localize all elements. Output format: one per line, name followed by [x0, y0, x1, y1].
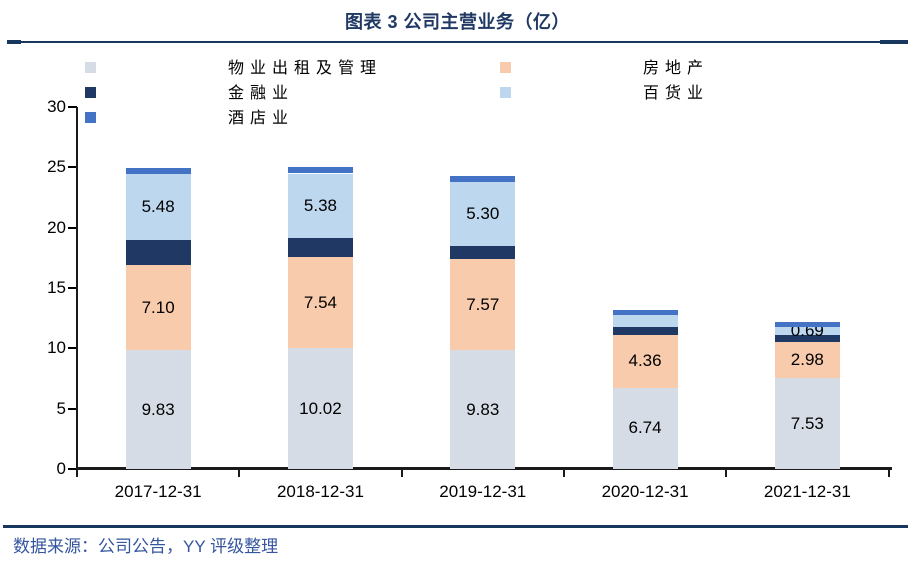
- y-tick: [68, 287, 77, 289]
- bar-value-label: 2.98: [790, 350, 824, 370]
- x-tick: [238, 470, 241, 477]
- bar-segment-金融业: [612, 326, 678, 336]
- x-axis-label: 2020-12-31: [601, 482, 689, 501]
- y-tick: [68, 407, 77, 410]
- y-tick-label: 0: [56, 459, 66, 478]
- bar-segment-金融业: [450, 245, 516, 260]
- bar-value-label: 7.54: [303, 292, 337, 312]
- legend-swatch-department-store: [500, 87, 511, 98]
- bar-segment-金融业: [125, 239, 191, 265]
- x-axis-label: 2021-12-31: [763, 482, 851, 501]
- y-tick-label: 20: [47, 217, 66, 237]
- bar-segment-房地产: [287, 257, 353, 349]
- bar-segment-房地产: [450, 259, 516, 351]
- y-tick-label: 25: [47, 157, 66, 177]
- bar-segment-百货业: [612, 315, 678, 327]
- bar-value-label: 7.10: [141, 297, 175, 317]
- legend-label-finance: 金融业: [228, 85, 295, 102]
- y-tick-label: 5: [56, 398, 66, 418]
- bar-segment-物业出租及管理: [287, 348, 353, 469]
- x-axis-label: 2018-12-31: [276, 482, 364, 501]
- source-rule: [3, 525, 908, 528]
- x-tick: [887, 470, 890, 477]
- legend-label-real-estate: 房地产: [643, 60, 710, 77]
- y-axis-line: [76, 107, 78, 470]
- bar-segment-百货业: [774, 326, 840, 335]
- bar-segment-酒店业: [125, 167, 191, 174]
- y-tick: [68, 166, 77, 169]
- x-tick: [76, 470, 78, 477]
- x-tick: [725, 470, 728, 477]
- bar-segment-百货业: [450, 181, 516, 246]
- bar-segment-酒店业: [450, 176, 516, 182]
- bar-segment-金融业: [774, 334, 840, 343]
- bar-segment-百货业: [125, 173, 191, 240]
- legend-swatch-real-estate: [500, 62, 511, 73]
- bar-value-label: 5.48: [141, 196, 175, 216]
- bar-segment-物业出租及管理: [612, 387, 678, 469]
- y-tick: [68, 347, 77, 350]
- page-title: 图表 3 公司主营业务（亿）: [344, 12, 570, 32]
- bar-value-label: 9.83: [466, 399, 500, 419]
- bar-value-label: 5.30: [466, 203, 500, 223]
- bar-segment-房地产: [612, 335, 678, 388]
- title-rule-right-cap: [880, 40, 908, 44]
- source-note: 数据来源：公司公告，YY 评级整理: [13, 537, 279, 556]
- bar-segment-物业出租及管理: [774, 378, 840, 469]
- bar-segment-房地产: [774, 342, 840, 379]
- y-tick-label: 15: [47, 278, 66, 297]
- legend-label-department-store: 百货业: [643, 85, 710, 102]
- legend-label-hotel: 酒店业: [228, 110, 295, 127]
- bar-value-label: 10.02: [299, 398, 342, 418]
- bar-value-label: 5.38: [303, 195, 337, 215]
- bar-value-label: 9.83: [141, 399, 175, 419]
- bar-segment-百货业: [287, 173, 353, 239]
- bar-value-label: 7.57: [466, 294, 500, 314]
- x-axis-label: 2019-12-31: [439, 482, 527, 501]
- x-tick: [562, 470, 565, 477]
- bar-segment-物业出租及管理: [125, 350, 191, 469]
- y-tick: [68, 106, 77, 109]
- bar-segment-房地产: [125, 264, 191, 351]
- y-tick-label: 30: [47, 97, 66, 117]
- bar-segment-金融业: [287, 238, 353, 258]
- y-tick: [68, 468, 77, 470]
- legend-swatch-property-rental: [85, 62, 96, 73]
- bar-segment-酒店业: [774, 322, 840, 327]
- bar-segment-酒店业: [287, 166, 353, 174]
- bar-segment-物业出租及管理: [450, 350, 516, 469]
- title-rule-left-cap: [7, 40, 21, 44]
- x-tick: [400, 470, 403, 477]
- y-tick-label: 10: [47, 338, 66, 358]
- bar-segment-酒店业: [612, 309, 678, 316]
- bar-value-label: 4.36: [628, 351, 662, 371]
- bar-value-label: 7.53: [790, 413, 824, 433]
- y-tick: [68, 226, 77, 229]
- legend-label-property-rental: 物业出租及管理: [228, 60, 383, 77]
- title-rule: [7, 41, 908, 43]
- legend-swatch-finance: [85, 87, 96, 98]
- legend-swatch-hotel: [85, 112, 96, 123]
- bar-value-label: 6.74: [628, 418, 662, 438]
- x-axis-label: 2017-12-31: [114, 482, 202, 501]
